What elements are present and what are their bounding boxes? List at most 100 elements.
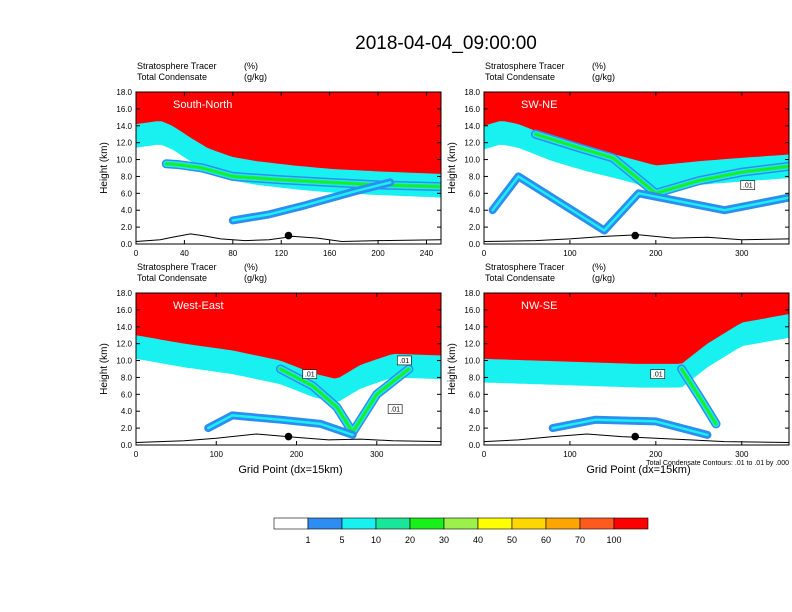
colorbar-label: 1 bbox=[305, 535, 310, 545]
x-axis-title: Grid Point (dx=15km) bbox=[586, 464, 690, 476]
contour-label-box bbox=[302, 369, 318, 379]
y-tick-label: 8.0 bbox=[121, 373, 133, 382]
colorbar-label: 20 bbox=[405, 535, 415, 545]
panels: 0.0 2.0 4.0 6.0 8.0 10.0 12.0 14.0 16.0 18.0 0 40 80… bbox=[99, 61, 790, 476]
left-string-1: Stratosphere Tracer bbox=[485, 61, 565, 71]
y-tick-label: 0.0 bbox=[121, 240, 133, 249]
x-tick-label: 100 bbox=[563, 249, 577, 258]
x-tick-label: 0 bbox=[482, 450, 487, 459]
y-tick-label: 16.0 bbox=[464, 105, 480, 114]
y-tick-label: 2.0 bbox=[121, 424, 133, 433]
y-tick-label: 12.0 bbox=[464, 340, 480, 349]
plot-area bbox=[484, 293, 789, 445]
plot-area bbox=[136, 293, 441, 445]
left-string-2: Total Condensate bbox=[137, 72, 207, 82]
surface-marker bbox=[284, 432, 293, 441]
y-axis-title: Height (km) bbox=[99, 343, 110, 395]
terrain-line bbox=[484, 433, 789, 443]
y-tick-label: 12.0 bbox=[116, 340, 132, 349]
surface-marker bbox=[631, 432, 640, 441]
surface-marker bbox=[631, 231, 640, 240]
y-tick-label: 8.0 bbox=[469, 172, 481, 181]
stratosphere-area bbox=[136, 92, 441, 174]
right-string-1: (%) bbox=[592, 61, 606, 71]
plot-frame bbox=[135, 292, 442, 446]
y-tick-label: 18.0 bbox=[116, 88, 132, 97]
y-tick-label: 8.0 bbox=[469, 373, 481, 382]
y-tick-label: 4.0 bbox=[469, 407, 481, 416]
right-string-2: (g/kg) bbox=[592, 273, 615, 283]
y-tick-label: 0.0 bbox=[121, 441, 133, 450]
y-tick-label: 16.0 bbox=[464, 306, 480, 315]
plot-frame bbox=[135, 91, 442, 245]
right-string-2: (g/kg) bbox=[592, 72, 615, 82]
low-fold-inner bbox=[551, 418, 709, 437]
contour-label: .01 bbox=[399, 358, 409, 365]
y-tick-label: 6.0 bbox=[469, 189, 481, 198]
colorbar-label: 100 bbox=[606, 535, 621, 545]
y-tick-label: 10.0 bbox=[116, 156, 132, 165]
panel-label: NW-SE bbox=[521, 300, 557, 312]
y-tick-label: 2.0 bbox=[469, 424, 481, 433]
x-tick-label: 40 bbox=[180, 249, 189, 258]
y-tick-label: 4.0 bbox=[121, 407, 133, 416]
x-tick-label: 100 bbox=[210, 450, 224, 459]
right-string-1: (%) bbox=[592, 262, 606, 272]
y-axis-title: Height (km) bbox=[447, 142, 458, 194]
left-string-2: Total Condensate bbox=[137, 273, 207, 283]
y-tick-label: 12.0 bbox=[116, 139, 132, 148]
footnote: Total Condensate Contours: .01 to .01 by… bbox=[646, 460, 789, 467]
x-tick-label: 100 bbox=[563, 450, 577, 459]
y-axis-title: Height (km) bbox=[99, 142, 110, 194]
y-tick-label: 0.0 bbox=[469, 240, 481, 249]
left-string-1: Stratosphere Tracer bbox=[137, 262, 217, 272]
panel-label: South-North bbox=[173, 99, 232, 111]
terrain-line bbox=[136, 233, 441, 243]
y-tick-label: 10.0 bbox=[464, 357, 480, 366]
contour-label-box bbox=[387, 404, 403, 414]
y-tick-label: 4.0 bbox=[121, 206, 133, 215]
x-tick-label: 300 bbox=[370, 450, 384, 459]
y-tick-label: 18.0 bbox=[464, 88, 480, 97]
y-tick-label: 0.0 bbox=[469, 441, 481, 450]
colorbar-label: 40 bbox=[473, 535, 483, 545]
left-string-2: Total Condensate bbox=[485, 273, 555, 283]
x-tick-label: 0 bbox=[482, 249, 487, 258]
left-string-1: Stratosphere Tracer bbox=[137, 61, 217, 71]
y-tick-label: 6.0 bbox=[121, 189, 133, 198]
y-tick-label: 8.0 bbox=[121, 172, 133, 181]
colorbar-label: 30 bbox=[439, 535, 449, 545]
y-tick-label: 2.0 bbox=[121, 223, 133, 232]
x-tick-label: 300 bbox=[735, 450, 749, 459]
contour-label: .01 bbox=[305, 372, 315, 379]
colorbar-box-3 bbox=[375, 517, 411, 530]
contour-label: .01 bbox=[743, 183, 753, 190]
panel-nw-se: .01 0.0 2.0 4.0 6.0 8.0 10.0 12.0 14.0 16.0 18.0 0 1… bbox=[447, 262, 790, 476]
y-tick-label: 14.0 bbox=[116, 122, 132, 131]
stratosphere-area bbox=[484, 293, 789, 364]
x-tick-label: 120 bbox=[275, 249, 289, 258]
colorbar-box-1 bbox=[307, 517, 343, 530]
low-fold-inner bbox=[231, 181, 392, 222]
stratosphere-area bbox=[484, 92, 789, 166]
y-tick-label: 14.0 bbox=[464, 323, 480, 332]
y-tick-label: 18.0 bbox=[116, 289, 132, 298]
colorbar-label: 5 bbox=[339, 535, 344, 545]
contour-label: .01 bbox=[653, 372, 663, 379]
intrusion-layer-4 bbox=[680, 367, 718, 425]
plot-frame bbox=[483, 91, 790, 245]
low-fold-inner bbox=[491, 175, 789, 232]
x-tick-label: 200 bbox=[371, 249, 385, 258]
plot-frame bbox=[483, 292, 790, 446]
panel-label: SW-NE bbox=[521, 99, 557, 111]
y-tick-label: 14.0 bbox=[116, 323, 132, 332]
colorbar-box-6 bbox=[477, 517, 513, 530]
colorbar-box-10 bbox=[613, 517, 649, 530]
plot-area bbox=[136, 92, 441, 244]
y-tick-label: 2.0 bbox=[469, 223, 481, 232]
y-tick-label: 10.0 bbox=[464, 156, 480, 165]
right-string-2: (g/kg) bbox=[244, 273, 267, 283]
right-string-1: (%) bbox=[244, 61, 258, 71]
contour-label: .01 bbox=[390, 407, 400, 414]
